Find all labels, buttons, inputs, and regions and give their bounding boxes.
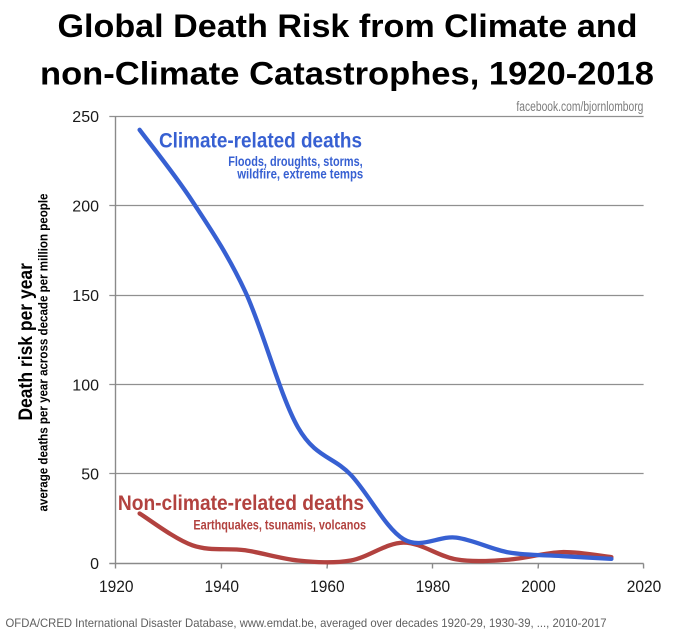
svg-text:2000: 2000 — [521, 577, 556, 596]
svg-text:150: 150 — [72, 288, 99, 305]
svg-text:200: 200 — [72, 199, 99, 216]
svg-text:average deaths per year across: average deaths per year across decade pe… — [36, 194, 51, 512]
svg-text:facebook.com/bjornlomborg: facebook.com/bjornlomborg — [516, 99, 643, 114]
svg-text:1920: 1920 — [99, 577, 134, 596]
svg-text:1940: 1940 — [205, 577, 240, 596]
svg-text:1980: 1980 — [416, 577, 451, 596]
svg-text:Earthquakes, tsunamis, volcano: Earthquakes, tsunamis, volcanos — [193, 518, 366, 533]
svg-text:Floods, droughts, storms,: Floods, droughts, storms, — [228, 154, 363, 169]
svg-text:250: 250 — [72, 109, 99, 126]
svg-text:Climate-related deaths: Climate-related deaths — [159, 130, 362, 153]
svg-text:Global Death Risk from Climate: Global Death Risk from Climate and — [58, 8, 638, 44]
svg-text:1960: 1960 — [310, 577, 345, 596]
svg-text:100: 100 — [72, 377, 99, 394]
svg-text:non-Climate Catastrophes, 1920: non-Climate Catastrophes, 1920-2018 — [40, 56, 654, 92]
svg-text:2020: 2020 — [627, 577, 662, 596]
svg-text:50: 50 — [81, 467, 99, 484]
svg-text:0: 0 — [90, 556, 99, 573]
svg-text:Non-climate-related deaths: Non-climate-related deaths — [118, 491, 364, 515]
svg-text:Death risk per year: Death risk per year — [16, 262, 37, 420]
svg-text:wildfire, extreme temps: wildfire, extreme temps — [236, 167, 363, 182]
svg-text:OFDA/CRED International Disast: OFDA/CRED International Disaster Databas… — [6, 616, 607, 630]
